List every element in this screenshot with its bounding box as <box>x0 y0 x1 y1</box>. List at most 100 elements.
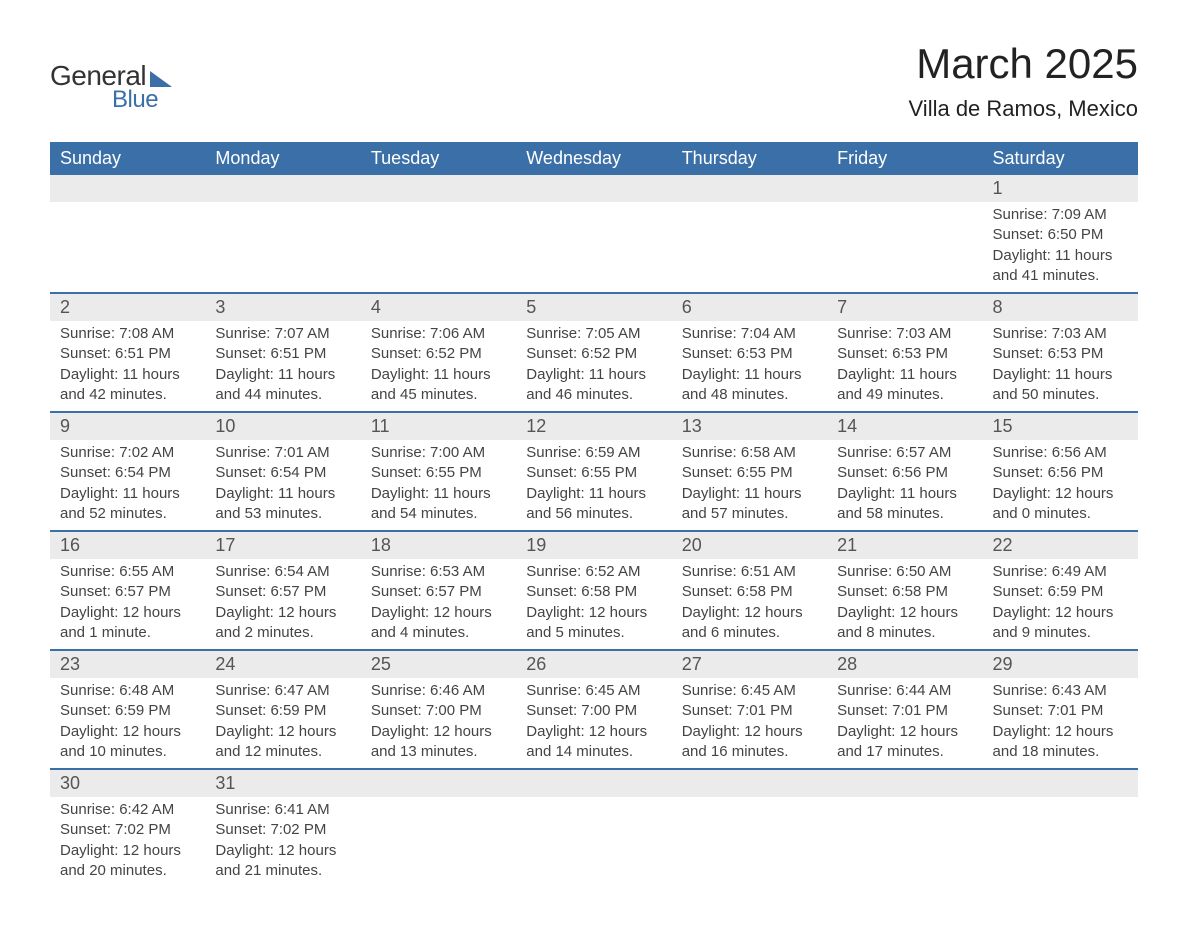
daylight-text-2: and 16 minutes. <box>682 742 817 762</box>
daylight-text-1: Daylight: 11 hours <box>837 484 972 504</box>
daylight-text-1: Daylight: 11 hours <box>682 365 817 385</box>
daylight-text-2: and 14 minutes. <box>526 742 661 762</box>
daylight-text-1: Daylight: 12 hours <box>371 603 506 623</box>
daylight-text-1: Daylight: 11 hours <box>526 365 661 385</box>
sunrise-text: Sunrise: 6:45 AM <box>682 681 817 701</box>
day-number: 25 <box>361 650 516 678</box>
sunrise-text: Sunrise: 6:42 AM <box>60 800 195 820</box>
day-content: Sunrise: 7:03 AMSunset: 6:53 PMDaylight:… <box>983 321 1138 412</box>
sunrise-text: Sunrise: 6:41 AM <box>215 800 350 820</box>
sunrise-text: Sunrise: 6:56 AM <box>993 443 1128 463</box>
day-number <box>827 769 982 797</box>
sunset-text: Sunset: 7:01 PM <box>837 701 972 721</box>
daylight-text-1: Daylight: 12 hours <box>60 722 195 742</box>
sunset-text: Sunset: 6:58 PM <box>837 582 972 602</box>
calendar-table: Sunday Monday Tuesday Wednesday Thursday… <box>50 142 1138 887</box>
day-content <box>516 797 671 887</box>
sunrise-text: Sunrise: 6:53 AM <box>371 562 506 582</box>
day-content: Sunrise: 7:09 AMSunset: 6:50 PMDaylight:… <box>983 202 1138 293</box>
day-content: Sunrise: 7:04 AMSunset: 6:53 PMDaylight:… <box>672 321 827 412</box>
sunset-text: Sunset: 6:55 PM <box>526 463 661 483</box>
month-title: March 2025 <box>909 40 1138 88</box>
sunset-text: Sunset: 7:00 PM <box>526 701 661 721</box>
sunrise-text: Sunrise: 7:06 AM <box>371 324 506 344</box>
daylight-text-2: and 17 minutes. <box>837 742 972 762</box>
day-content: Sunrise: 6:52 AMSunset: 6:58 PMDaylight:… <box>516 559 671 650</box>
day-number: 15 <box>983 412 1138 440</box>
sunrise-text: Sunrise: 6:47 AM <box>215 681 350 701</box>
day-header: Sunday <box>50 142 205 175</box>
location-text: Villa de Ramos, Mexico <box>909 96 1138 122</box>
day-content <box>672 202 827 293</box>
daylight-text-1: Daylight: 11 hours <box>993 365 1128 385</box>
daylight-text-2: and 50 minutes. <box>993 385 1128 405</box>
day-content <box>827 797 982 887</box>
day-content: Sunrise: 6:56 AMSunset: 6:56 PMDaylight:… <box>983 440 1138 531</box>
day-number: 21 <box>827 531 982 559</box>
daylight-text-2: and 6 minutes. <box>682 623 817 643</box>
daylight-text-1: Daylight: 12 hours <box>526 722 661 742</box>
day-content: Sunrise: 6:51 AMSunset: 6:58 PMDaylight:… <box>672 559 827 650</box>
day-content: Sunrise: 6:58 AMSunset: 6:55 PMDaylight:… <box>672 440 827 531</box>
daylight-text-1: Daylight: 11 hours <box>371 365 506 385</box>
sunrise-text: Sunrise: 6:54 AM <box>215 562 350 582</box>
daylight-text-2: and 1 minute. <box>60 623 195 643</box>
day-content: Sunrise: 7:05 AMSunset: 6:52 PMDaylight:… <box>516 321 671 412</box>
day-content <box>516 202 671 293</box>
day-content <box>672 797 827 887</box>
daylight-text-1: Daylight: 12 hours <box>682 722 817 742</box>
day-number: 26 <box>516 650 671 678</box>
sunrise-text: Sunrise: 6:43 AM <box>993 681 1128 701</box>
daylight-text-1: Daylight: 12 hours <box>682 603 817 623</box>
day-content: Sunrise: 7:08 AMSunset: 6:51 PMDaylight:… <box>50 321 205 412</box>
sunset-text: Sunset: 6:55 PM <box>682 463 817 483</box>
sunrise-text: Sunrise: 7:05 AM <box>526 324 661 344</box>
daylight-text-1: Daylight: 12 hours <box>371 722 506 742</box>
daylight-text-1: Daylight: 11 hours <box>60 365 195 385</box>
day-number <box>672 769 827 797</box>
day-number: 13 <box>672 412 827 440</box>
week-daynum-row: 3031 <box>50 769 1138 797</box>
day-number: 16 <box>50 531 205 559</box>
sunrise-text: Sunrise: 7:02 AM <box>60 443 195 463</box>
sunrise-text: Sunrise: 7:09 AM <box>993 205 1128 225</box>
week-content-row: Sunrise: 7:09 AMSunset: 6:50 PMDaylight:… <box>50 202 1138 293</box>
sunrise-text: Sunrise: 7:08 AM <box>60 324 195 344</box>
day-number: 18 <box>361 531 516 559</box>
sunset-text: Sunset: 6:57 PM <box>215 582 350 602</box>
day-number: 7 <box>827 293 982 321</box>
day-header: Monday <box>205 142 360 175</box>
sunrise-text: Sunrise: 6:51 AM <box>682 562 817 582</box>
daylight-text-2: and 57 minutes. <box>682 504 817 524</box>
daylight-text-2: and 21 minutes. <box>215 861 350 881</box>
day-number: 2 <box>50 293 205 321</box>
sunset-text: Sunset: 6:52 PM <box>526 344 661 364</box>
daylight-text-1: Daylight: 11 hours <box>371 484 506 504</box>
sunset-text: Sunset: 6:53 PM <box>837 344 972 364</box>
sunset-text: Sunset: 6:51 PM <box>60 344 195 364</box>
daylight-text-1: Daylight: 11 hours <box>60 484 195 504</box>
day-header: Friday <box>827 142 982 175</box>
daylight-text-1: Daylight: 12 hours <box>215 841 350 861</box>
daylight-text-2: and 54 minutes. <box>371 504 506 524</box>
week-daynum-row: 1 <box>50 175 1138 202</box>
daylight-text-1: Daylight: 12 hours <box>993 722 1128 742</box>
day-number: 10 <box>205 412 360 440</box>
day-number: 23 <box>50 650 205 678</box>
sunset-text: Sunset: 6:51 PM <box>215 344 350 364</box>
day-number: 9 <box>50 412 205 440</box>
day-number: 19 <box>516 531 671 559</box>
daylight-text-2: and 8 minutes. <box>837 623 972 643</box>
day-content: Sunrise: 6:46 AMSunset: 7:00 PMDaylight:… <box>361 678 516 769</box>
logo: General Blue <box>50 60 172 114</box>
day-content: Sunrise: 6:43 AMSunset: 7:01 PMDaylight:… <box>983 678 1138 769</box>
daylight-text-2: and 53 minutes. <box>215 504 350 524</box>
daylight-text-1: Daylight: 12 hours <box>993 484 1128 504</box>
sunrise-text: Sunrise: 7:07 AM <box>215 324 350 344</box>
daylight-text-1: Daylight: 12 hours <box>837 722 972 742</box>
daylight-text-2: and 41 minutes. <box>993 266 1128 286</box>
day-header: Thursday <box>672 142 827 175</box>
day-number: 22 <box>983 531 1138 559</box>
sunset-text: Sunset: 6:53 PM <box>682 344 817 364</box>
sunset-text: Sunset: 6:55 PM <box>371 463 506 483</box>
